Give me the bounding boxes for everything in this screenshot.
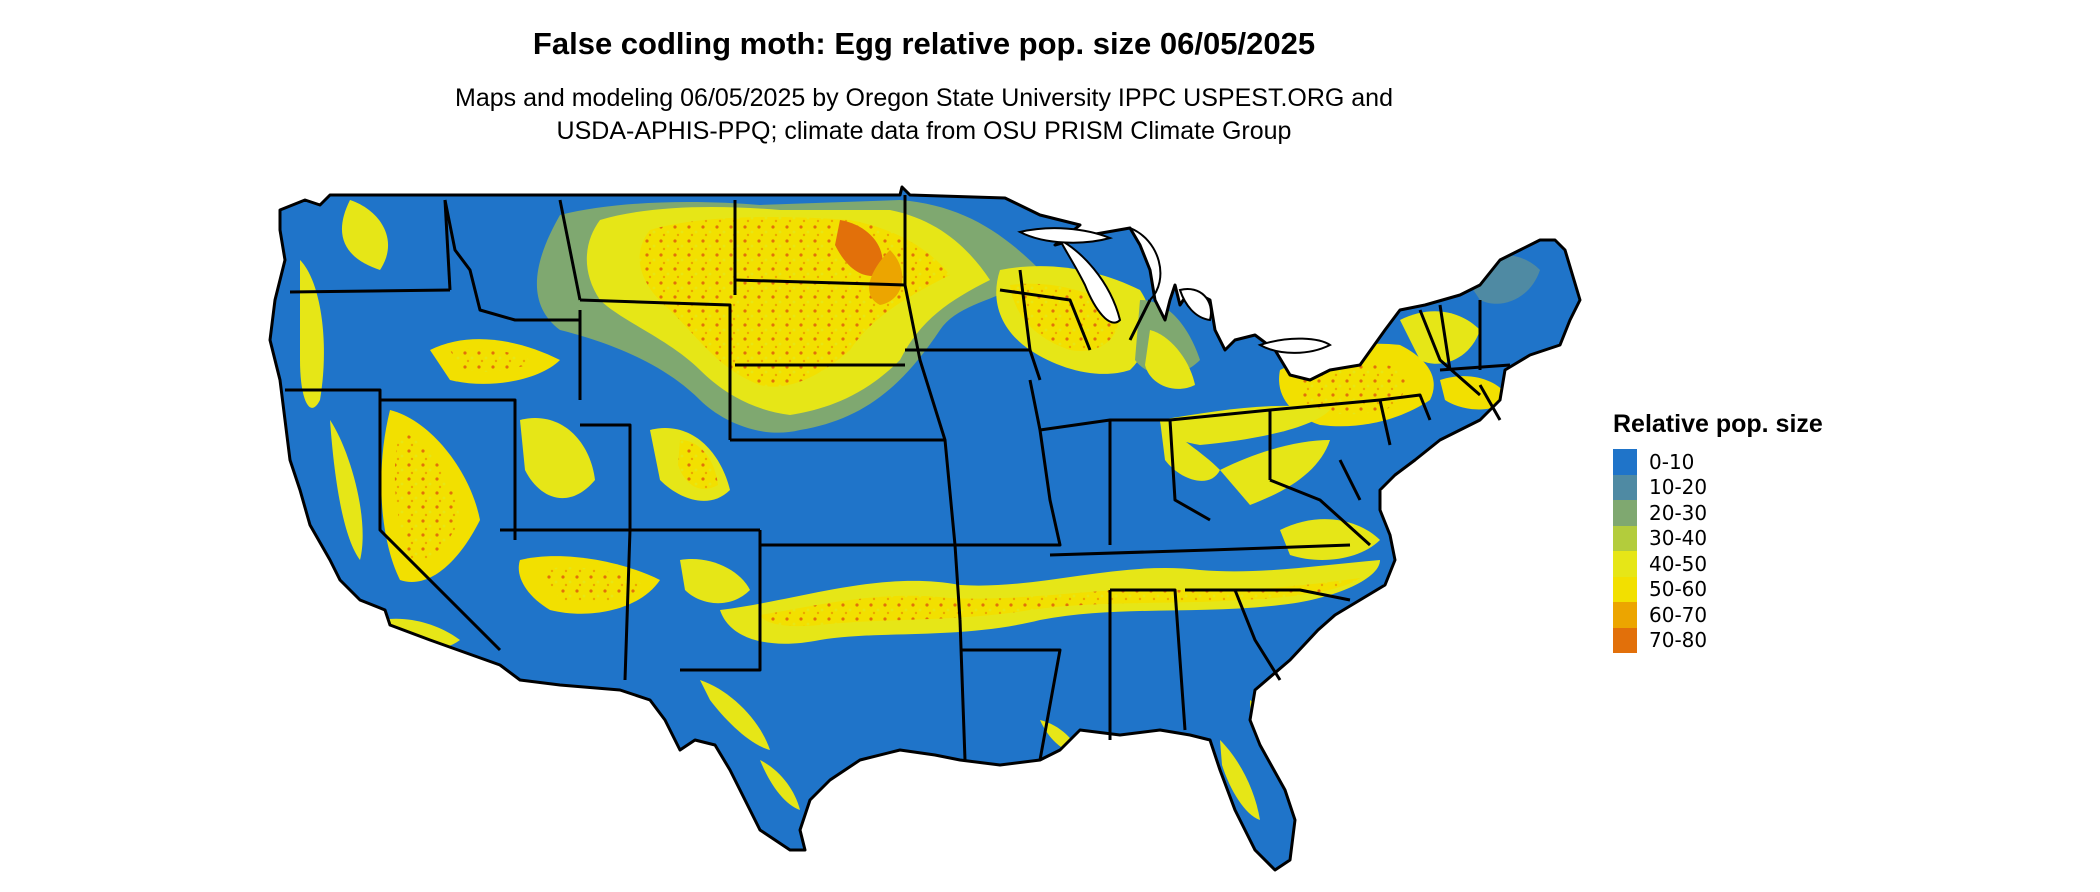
legend-swatch	[1613, 576, 1637, 602]
legend-item: 30-40	[1613, 525, 1823, 551]
legend: Relative pop. size 0-10 10-20 20-30 30-40 40…	[1613, 410, 1823, 653]
legend-item: 70-80	[1613, 627, 1823, 653]
legend-swatch	[1613, 602, 1637, 628]
map-subtitle: Maps and modeling 06/05/2025 by Oregon S…	[0, 82, 1848, 148]
legend-rows: 0-10 10-20 20-30 30-40 40-50 50-60 60-70 70-80	[1613, 449, 1823, 653]
lake-michigan	[1057, 237, 1122, 324]
legend-item: 10-20	[1613, 474, 1823, 500]
legend-label: 30-40	[1649, 526, 1708, 551]
legend-item: 20-30	[1613, 500, 1823, 526]
lake-erie	[1257, 337, 1332, 354]
lake-superior	[1017, 227, 1114, 244]
legend-title: Relative pop. size	[1613, 410, 1823, 438]
legend-swatch	[1613, 525, 1637, 551]
map-title: False codling moth: Egg relative pop. si…	[532, 26, 1316, 61]
legend-label: 20-30	[1649, 500, 1708, 525]
legend-label: 50-60	[1649, 577, 1708, 602]
legend-label: 40-50	[1649, 551, 1708, 576]
legend-label: 60-70	[1649, 602, 1708, 627]
legend-swatch	[1613, 474, 1637, 500]
legend-item: 0-10	[1613, 449, 1823, 475]
legend-label: 0-10	[1649, 449, 1695, 474]
legend-item: 60-70	[1613, 602, 1823, 628]
subtitle-line-2: USDA-APHIS-PPQ; climate data from OSU PR…	[556, 117, 1292, 145]
state-borders	[268, 185, 1582, 872]
legend-label: 10-20	[1649, 475, 1708, 500]
legend-swatch	[1613, 500, 1637, 526]
population-raster	[270, 187, 1580, 870]
lake-huron	[1178, 288, 1212, 322]
legend-swatch	[1613, 627, 1637, 653]
legend-label: 70-80	[1649, 628, 1708, 653]
legend-item: 40-50	[1613, 551, 1823, 577]
legend-swatch	[1613, 449, 1637, 475]
legend-item: 50-60	[1613, 576, 1823, 602]
subtitle-line-1: Maps and modeling 06/05/2025 by Oregon S…	[455, 84, 1393, 112]
legend-swatch	[1613, 551, 1637, 577]
